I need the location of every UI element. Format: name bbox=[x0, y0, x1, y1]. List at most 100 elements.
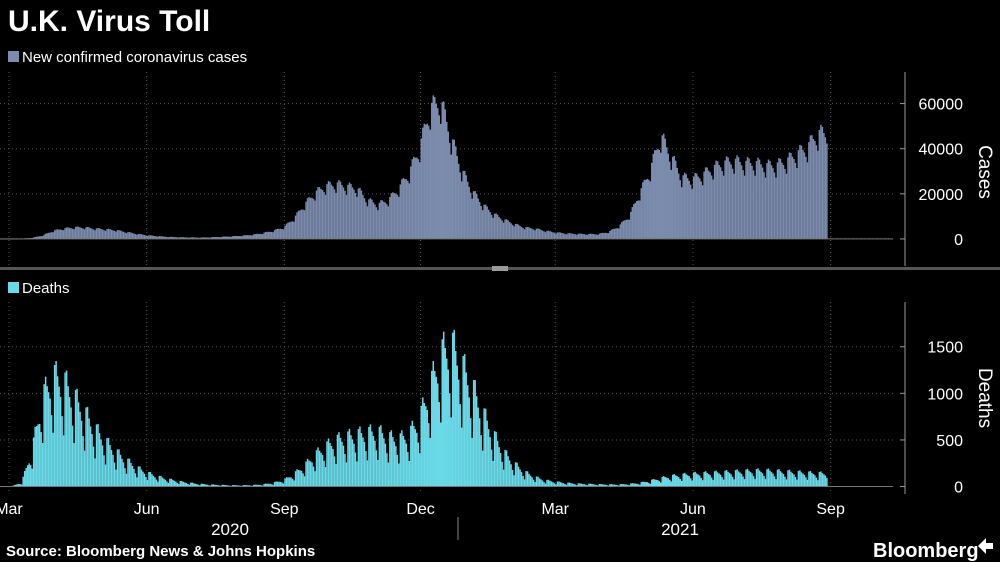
deaths-bar bbox=[432, 361, 435, 487]
cases-bar bbox=[40, 236, 42, 239]
deaths-bar bbox=[757, 468, 759, 487]
cases-bar bbox=[113, 230, 116, 239]
deaths-bar bbox=[709, 475, 711, 487]
deaths-bar bbox=[350, 435, 352, 487]
cases-bar bbox=[58, 229, 60, 239]
deaths-bar bbox=[284, 478, 286, 487]
cases-bar bbox=[251, 235, 253, 239]
deaths-bar bbox=[791, 473, 794, 487]
cases-bar bbox=[619, 224, 622, 239]
deaths-bar bbox=[222, 484, 225, 487]
cases-bar bbox=[239, 236, 241, 239]
deaths-bar bbox=[616, 485, 619, 487]
cases-bar bbox=[257, 233, 259, 239]
cases-bar bbox=[582, 234, 584, 239]
cases-bar bbox=[522, 228, 524, 239]
deaths-bar bbox=[332, 449, 334, 487]
cases-bar bbox=[664, 138, 666, 239]
deaths-bar bbox=[294, 471, 297, 487]
cases-bar bbox=[513, 226, 515, 239]
cases-axis-title: Cases bbox=[974, 145, 995, 199]
cases-bar bbox=[558, 232, 560, 239]
cases-bar bbox=[621, 222, 623, 239]
cases-bar bbox=[228, 236, 231, 239]
deaths-bar bbox=[579, 483, 581, 487]
cases-bar bbox=[264, 232, 267, 239]
deaths-bar bbox=[730, 474, 732, 487]
deaths-bar bbox=[613, 484, 616, 487]
cases-bar bbox=[586, 234, 589, 239]
cases-bar bbox=[607, 233, 610, 239]
cases-bar bbox=[454, 146, 457, 239]
deaths-bar bbox=[273, 482, 276, 487]
cases-bar bbox=[567, 233, 569, 239]
deaths-bar bbox=[740, 473, 743, 487]
deaths-bar bbox=[573, 483, 575, 487]
deaths-bar bbox=[434, 370, 436, 487]
cases-bar bbox=[791, 156, 794, 239]
cases-bar bbox=[398, 196, 400, 239]
deaths-bar bbox=[422, 397, 424, 487]
deaths-bar bbox=[525, 471, 527, 487]
deaths-bar bbox=[472, 380, 475, 487]
cases-bar bbox=[386, 204, 388, 239]
deaths-bar bbox=[534, 481, 536, 487]
deaths-bar bbox=[785, 479, 788, 487]
deaths-bar bbox=[628, 485, 631, 487]
cases-bar bbox=[592, 234, 595, 239]
deaths-bar bbox=[435, 376, 438, 487]
cases-bar bbox=[654, 150, 656, 239]
cases-bar bbox=[374, 204, 376, 239]
cases-bar bbox=[478, 201, 481, 239]
cases-bar bbox=[772, 168, 774, 239]
deaths-bar bbox=[375, 450, 378, 487]
deaths-bar bbox=[245, 485, 247, 487]
deaths-bar bbox=[664, 477, 666, 487]
deaths-bar bbox=[172, 479, 174, 487]
cases-bar bbox=[824, 137, 827, 239]
cases-bar bbox=[543, 231, 545, 239]
cases-bar bbox=[814, 141, 816, 239]
cases-bar bbox=[652, 153, 655, 239]
deaths-bar bbox=[553, 483, 556, 487]
deaths-bar bbox=[205, 484, 207, 487]
cases-bar bbox=[788, 152, 791, 239]
cases-bar bbox=[546, 230, 548, 239]
cases-bar bbox=[419, 162, 421, 239]
deaths-bar bbox=[187, 483, 189, 487]
deaths-bar bbox=[381, 433, 384, 487]
cases-bar bbox=[330, 184, 333, 239]
deaths-bar bbox=[351, 439, 354, 487]
deaths-bar bbox=[722, 479, 725, 487]
cases-bar bbox=[610, 229, 613, 239]
deaths-bar bbox=[396, 454, 399, 487]
cases-bar bbox=[538, 229, 541, 239]
cases-bar bbox=[46, 233, 48, 239]
cases-bar bbox=[580, 233, 583, 239]
deaths-bar bbox=[398, 463, 400, 487]
cases-bar bbox=[540, 229, 542, 239]
deaths-bar bbox=[59, 396, 62, 487]
deaths-bar bbox=[145, 476, 147, 487]
cases-bar bbox=[383, 201, 385, 239]
cases-bar bbox=[149, 235, 152, 239]
deaths-bar bbox=[98, 433, 101, 487]
cases-bar bbox=[148, 235, 150, 239]
deaths-bar bbox=[582, 483, 584, 487]
deaths-bar bbox=[658, 481, 660, 487]
cases-bar bbox=[98, 228, 101, 239]
deaths-bar bbox=[683, 472, 686, 487]
cases-bar bbox=[802, 149, 804, 239]
cases-bar bbox=[326, 184, 328, 239]
deaths-bar bbox=[335, 463, 337, 487]
cases-bar bbox=[68, 227, 71, 239]
deaths-bar bbox=[366, 460, 369, 487]
deaths-bar bbox=[721, 477, 723, 487]
cases-bar bbox=[41, 236, 44, 239]
cases-bar bbox=[707, 170, 710, 239]
year-label-2021: 2021 bbox=[661, 520, 699, 539]
cases-bar bbox=[805, 156, 807, 239]
cases-bar bbox=[648, 179, 650, 239]
deaths-bar bbox=[80, 420, 83, 487]
